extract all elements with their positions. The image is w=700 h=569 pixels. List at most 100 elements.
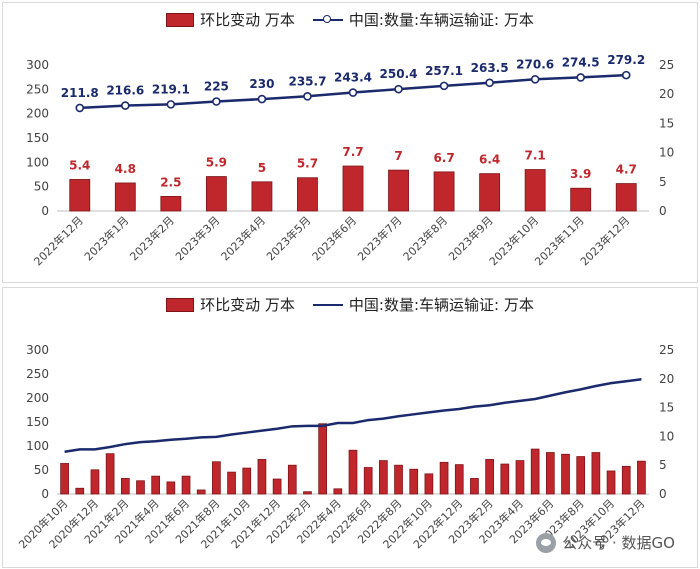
bar — [151, 475, 161, 495]
bar — [515, 460, 525, 495]
legend-item-line: 中国:数量:车辆运输证: 万本 — [312, 294, 534, 315]
line-data-label: 230 — [249, 77, 274, 91]
bar — [333, 488, 343, 495]
bar — [303, 491, 312, 495]
bar — [615, 183, 637, 212]
y-right-tick-label: 0 — [659, 204, 667, 218]
bar-data-label: 3.9 — [570, 167, 591, 181]
legend-bar-label: 环比变动 万本 — [200, 11, 295, 29]
line-point — [348, 88, 358, 97]
bar — [570, 187, 592, 212]
x-tick-label: 2023年8月 — [400, 213, 450, 263]
legend-bar-swatch — [166, 297, 195, 312]
bar — [433, 171, 455, 212]
line-point — [166, 100, 176, 109]
line-data-label: 243.4 — [334, 71, 372, 85]
bar — [439, 461, 449, 495]
bar — [242, 467, 252, 495]
x-tick-label: 2023年2月 — [127, 213, 177, 263]
y-left-tick-label: 250 — [26, 367, 49, 381]
line-point — [439, 81, 449, 91]
y-right-tick-label: 15 — [659, 116, 674, 130]
bar — [318, 423, 327, 495]
bar — [637, 460, 646, 495]
bar-data-label: 2.5 — [160, 175, 181, 189]
bar — [120, 478, 130, 495]
y-left-tick-label: 100 — [26, 155, 49, 169]
bar — [388, 169, 409, 212]
bar — [114, 182, 136, 212]
y-right-tick-label: 25 — [659, 343, 674, 357]
y-left-tick-label: 300 — [26, 58, 49, 72]
line-point — [394, 84, 403, 94]
line-point — [485, 78, 494, 88]
bar-data-label: 4.8 — [115, 162, 136, 176]
y-left-tick-label: 100 — [26, 439, 49, 453]
chart-legend: 环比变动 万本 中国:数量:车辆运输证: 万本 — [3, 294, 697, 315]
line-point — [530, 75, 540, 84]
y-left-tick-label: 200 — [26, 107, 49, 121]
bar — [251, 181, 273, 212]
x-tick-label: 2023年6月 — [309, 213, 359, 263]
bar — [394, 464, 403, 495]
bar — [160, 195, 182, 212]
bar — [342, 165, 364, 212]
bar — [363, 467, 373, 495]
bar — [257, 459, 267, 495]
chart-panel-top: 环比变动 万本 中国:数量:车辆运输证: 万本 0 50 100 150 200 250 3… — [2, 2, 698, 283]
y-right-tick-label: 10 — [659, 146, 674, 160]
bar — [348, 449, 358, 495]
legend-line-label: 中国:数量:车辆运输证: 万本 — [348, 296, 534, 314]
watermark: 公众号 · 数据GO — [536, 532, 675, 553]
legend-bar-swatch — [166, 12, 195, 27]
bar-data-label: 5.4 — [69, 158, 90, 172]
line-data-label: 211.8 — [61, 86, 99, 100]
y-left-tick-label: 300 — [26, 343, 49, 357]
bar — [227, 471, 236, 495]
y-right-tick-label: 15 — [659, 401, 674, 415]
line-data-label: 219.1 — [152, 82, 190, 96]
y-right-tick-label: 0 — [659, 487, 667, 501]
chart-legend: 环比变动 万本 中国:数量:车辆运输证: 万本 — [3, 9, 697, 30]
line-data-label: 270.6 — [516, 57, 554, 71]
y-right-tick-label: 25 — [659, 58, 674, 72]
watermark-text: 公众号 · 数据GO — [562, 534, 675, 552]
bar — [196, 489, 206, 495]
bar — [424, 473, 434, 495]
y-right-tick-label: 5 — [659, 175, 667, 189]
y-left-tick-label: 150 — [26, 415, 49, 429]
legend-line-swatch — [312, 299, 343, 311]
bar-data-label: 5.9 — [206, 156, 227, 170]
line-data-label: 235.7 — [288, 74, 326, 88]
chart-bottom-svg: 05010015020025030005101520252020年10月2020… — [16, 343, 675, 551]
bar-data-label: 7.7 — [342, 145, 363, 159]
x-tick-label: 2023年1月 — [81, 213, 131, 263]
bar-data-label: 5 — [258, 161, 266, 175]
bar — [272, 478, 282, 495]
bar-data-label: 7 — [394, 149, 402, 163]
bar — [60, 463, 69, 495]
bar — [454, 464, 464, 495]
chart-panel-bottom: 环比变动 万本 中国:数量:车辆运输证: 万本 0 50 100 150 200 250 3… — [2, 287, 698, 568]
bar — [181, 475, 191, 495]
bar — [205, 176, 227, 212]
x-tick-label: 2022年12月 — [31, 213, 86, 268]
chart-top-svg: 0 50 100 150 200 250 300 0 5 10 15 20 25 5.4 4.8 2.5 5.9… — [26, 53, 674, 268]
line-data-label: 257.1 — [425, 64, 463, 78]
y-right-tick-label: 10 — [659, 429, 674, 443]
legend-item-line: 中国:数量:车辆运输证: 万本 — [312, 9, 534, 30]
bar — [479, 173, 501, 212]
y-right-tick-label: 5 — [659, 458, 667, 472]
line-data-label: 263.5 — [471, 61, 509, 75]
bar — [561, 453, 570, 495]
line-point — [212, 97, 221, 106]
x-tick-label: 2023年5月 — [263, 213, 313, 263]
x-tick-label: 2023年7月 — [354, 213, 404, 263]
line-data-label: 250.4 — [380, 67, 418, 81]
bar — [470, 478, 479, 495]
bar — [545, 452, 555, 495]
bar — [105, 453, 115, 495]
x-tick-label: 2023年3月 — [172, 213, 222, 263]
y-left-tick-label: 0 — [41, 487, 49, 501]
bar — [591, 452, 601, 495]
